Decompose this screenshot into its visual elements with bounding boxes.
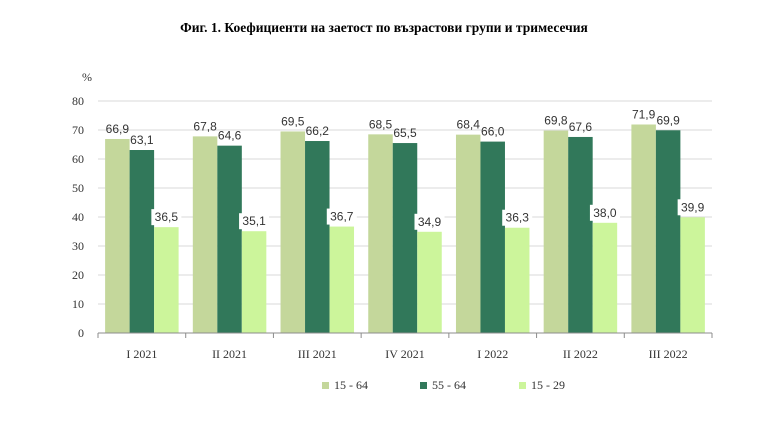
axes: 0 10 20 30 40 50 60 70 80% I 2021 II 2021 III 2021 I… [72,70,713,361]
legend: 15 - 64 55 - 64 15 - 29 [322,378,565,392]
data-label-background [677,199,708,216]
bar [241,231,267,333]
data-label-background [326,208,357,225]
x-category-label: I 2021 [126,347,157,361]
legend-swatch [322,382,329,389]
bar [217,145,242,333]
bar [543,130,569,333]
data-label-background [239,213,270,230]
data-label: 36,3 [506,211,530,225]
data-label: 71,9 [632,107,656,121]
legend-entry: 15 - 29 [531,378,565,392]
data-label: 69,8 [544,114,568,128]
bar [631,124,656,334]
bar [280,131,306,333]
x-category-label: IV 2021 [385,347,424,361]
data-label: 34,9 [418,215,442,229]
bar [455,134,481,333]
bar [329,226,355,333]
data-label: 66,9 [106,122,130,136]
data-label-background [151,209,182,226]
data-label: 67,6 [569,120,593,134]
data-label-background [414,213,445,230]
y-tick-label: 70 [72,123,84,137]
bar [504,227,530,333]
data-label: 69,5 [281,114,305,128]
data-label: 65,5 [393,126,417,140]
y-tick-label: 50 [72,181,84,195]
bar [480,141,505,333]
data-label: 39,9 [681,200,705,214]
legend-entry: 55 - 64 [432,378,466,392]
data-label: 69,9 [656,113,680,127]
data-labels: 66,963,1 36,5 67,864,6 35,1 69,566,2 36,7 68,5… [106,107,708,230]
data-label: 68,5 [369,117,393,131]
bar [192,136,218,333]
data-label: 63,1 [130,133,154,147]
x-category-label: II 2021 [212,347,247,361]
data-label-background [589,204,620,221]
data-label: 38,0 [593,206,617,220]
bar [655,130,681,333]
y-tick-label: 40 [72,210,84,224]
bar [129,150,155,333]
y-tick-label: 60 [72,152,84,166]
legend-entry: 15 - 64 [334,378,368,392]
legend-swatch [420,382,427,389]
data-label: 66,2 [306,124,330,138]
bar [368,134,393,333]
data-label: 36,5 [155,210,179,224]
y-tick-label: 30 [72,239,84,253]
x-category-label: II 2022 [563,347,598,361]
y-tick-label: 0 [78,326,84,340]
data-label: 68,4 [457,118,481,132]
x-category-label: III 2021 [298,347,337,361]
bar [105,138,130,333]
legend-swatch [519,382,526,389]
x-category-label: III 2022 [649,347,688,361]
bar [417,231,442,333]
bar [154,227,179,333]
y-tick-label: 20 [72,268,84,282]
x-category-label: I 2022 [477,347,508,361]
data-label: 67,8 [193,119,217,133]
bar [592,222,618,333]
data-label: 35,1 [242,214,266,228]
y-axis-unit-label: % [82,70,92,84]
y-tick-label: 10 [72,297,84,311]
data-label: 64,6 [218,129,242,143]
bar [568,136,593,333]
y-tick-label: 80 [72,94,84,108]
bars [105,124,705,334]
bar [305,141,330,333]
data-label: 66,0 [481,125,505,139]
data-label-background [502,209,533,226]
data-label: 36,7 [330,210,354,224]
bar [392,143,418,333]
bar [680,217,705,333]
chart-title: Фиг. 1. Коефициенти на заетост по възрас… [180,20,588,35]
